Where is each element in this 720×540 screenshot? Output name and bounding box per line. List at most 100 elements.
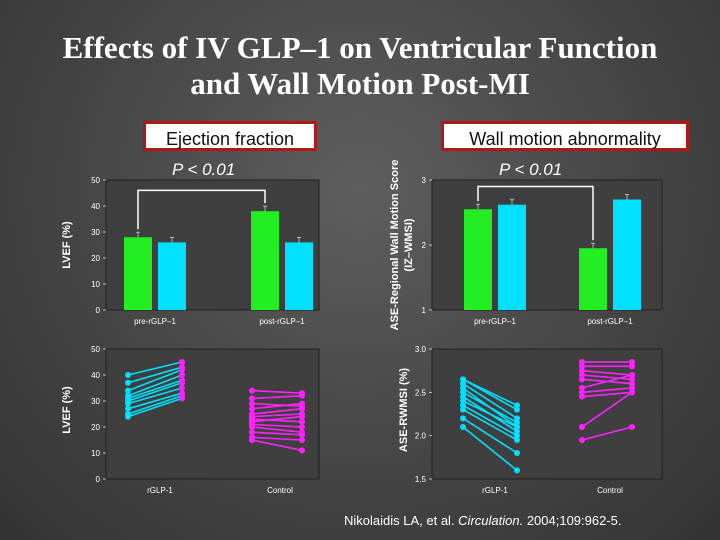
bottom-left-rglp-1-line-2 bbox=[127, 369, 183, 392]
bottom-left-control-point-pre-2 bbox=[249, 400, 255, 407]
bottom-left-control-line-2 bbox=[251, 402, 303, 407]
bottom-left-rglp-1-point-post-0 bbox=[179, 359, 185, 365]
bottom-left-control-point-post-4 bbox=[299, 405, 305, 412]
bottom-right-control-line-7 bbox=[581, 391, 633, 398]
bottom-right-rglp-1-point-post-10 bbox=[514, 467, 520, 474]
bottom-left-rglp-1-point-pre-6 bbox=[125, 400, 131, 407]
bottom-left-rglp-1-line-4 bbox=[127, 379, 183, 400]
p-value-left: P < 0.01 bbox=[172, 160, 236, 179]
top-left-ylabel: LVEF (%) bbox=[61, 221, 73, 269]
bottom-left-ytick-label: 20 bbox=[91, 423, 100, 432]
bottom-right-rglp-1-point-post-9 bbox=[514, 450, 520, 456]
bottom-right-control-point-pre-6 bbox=[579, 389, 585, 396]
bottom-right-control-point-post-3 bbox=[629, 376, 635, 383]
ejection-fraction-banner: Ejection fraction bbox=[143, 121, 317, 151]
bottom-left-control-point-post-11 bbox=[299, 437, 305, 443]
title-line-1: Effects of IV GLP–1 on Ventricular Funct… bbox=[62, 30, 658, 65]
bottom-left-rglp-1-line-3 bbox=[127, 374, 183, 397]
bottom-left-rglp-1-line-9 bbox=[127, 397, 183, 418]
top-right-ytick-label: 3 bbox=[422, 176, 427, 185]
bottom-left-control-line-5 bbox=[251, 413, 303, 418]
bottom-left-control-point-post-10 bbox=[299, 431, 305, 438]
top-left-ytick-label: 30 bbox=[91, 228, 100, 237]
bottom-right-rglp-1-line-7 bbox=[462, 404, 518, 437]
bottom-left-control-point-post-1 bbox=[299, 392, 305, 399]
bottom-right-rglp-1-line-6 bbox=[462, 400, 518, 428]
bottom-right-category-label: Control bbox=[597, 486, 623, 495]
bottom-right-control-point-pre-5 bbox=[579, 385, 585, 391]
bottom-left-rglp-1-line-1 bbox=[127, 366, 183, 384]
bottom-left-rglp-1-line-7 bbox=[127, 392, 183, 410]
bottom-left-control-line-1 bbox=[251, 395, 303, 400]
top-left-ytick-label: 50 bbox=[91, 176, 100, 185]
top-left-bar-rglp-1-0 bbox=[124, 237, 152, 310]
top-right-bar-rglp-1-0 bbox=[464, 209, 492, 310]
top-right-significance-bracket bbox=[477, 185, 594, 241]
bottom-right-control-point-pre-0 bbox=[579, 359, 585, 365]
bottom-left-ytick-label: 0 bbox=[96, 475, 101, 484]
bottom-right-rglp-1-line-9 bbox=[462, 417, 518, 454]
citation: Nikolaidis LA, et al. Circulation. 2004;… bbox=[344, 513, 622, 528]
bottom-right-control-point-post-6 bbox=[629, 385, 635, 391]
bottom-right-control-point-post-4 bbox=[629, 380, 635, 387]
bottom-left-control-line-11 bbox=[251, 436, 303, 441]
bottom-left-control-point-pre-1 bbox=[249, 395, 255, 402]
bottom-right-rglp-1-line-2 bbox=[462, 382, 518, 420]
bottom-left-control-line-0 bbox=[251, 389, 303, 394]
bottom-right-rglp-1-point-pre-8 bbox=[460, 406, 466, 413]
bottom-right-rglp-1-point-post-6 bbox=[514, 424, 520, 430]
bottom-left-plot-area bbox=[105, 348, 320, 480]
top-right-bar-control-0 bbox=[498, 204, 526, 310]
top-right-ylabel: ASE-Regional Wall Motion Score bbox=[389, 160, 401, 331]
citation-journal: Circulation. bbox=[458, 513, 524, 528]
bottom-left-ytick-label: 50 bbox=[91, 345, 100, 354]
top-right-ytick-label: 1 bbox=[422, 306, 427, 315]
bottom-right-control-line-6 bbox=[581, 387, 633, 394]
bottom-right-rglp-1-point-post-0 bbox=[514, 402, 520, 409]
bottom-left-control-point-pre-9 bbox=[249, 424, 255, 430]
top-left-ytick-label: 20 bbox=[91, 254, 100, 263]
top-left-bar-rglp-1-1 bbox=[251, 211, 279, 310]
bottom-left-control-point-post-8 bbox=[299, 424, 305, 430]
top-left-category-label: post-rGLP–1 bbox=[259, 317, 305, 326]
bottom-right-rglp-1-point-pre-3 bbox=[460, 385, 466, 391]
bottom-right-plot-area bbox=[431, 348, 663, 480]
top-left-bar-control-0 bbox=[158, 242, 186, 310]
bottom-left-control-line-10 bbox=[251, 431, 303, 436]
bottom-right-ytick-label: 2.5 bbox=[415, 388, 427, 397]
bottom-left-control-line-3 bbox=[251, 402, 303, 410]
bottom-left-ytick-label: 30 bbox=[91, 397, 100, 406]
bottom-left-category-label: rGLP-1 bbox=[147, 486, 173, 495]
bottom-right-control-line-9 bbox=[581, 426, 633, 441]
bottom-left-control-point-pre-3 bbox=[249, 405, 255, 412]
bottom-right-control-point-post-1 bbox=[629, 363, 635, 370]
bottom-right-rglp-1-point-pre-9 bbox=[460, 415, 466, 422]
wall-motion-banner: Wall motion abnormality bbox=[441, 121, 689, 151]
bottom-left-rglp-1-point-pre-1 bbox=[125, 379, 131, 386]
bottom-right-rglp-1-point-post-1 bbox=[514, 406, 520, 413]
bottom-right-control-line-3 bbox=[581, 374, 633, 381]
top-right-bar-rglp-1-1 bbox=[579, 248, 607, 310]
bottom-right-rglp-1-point-post-8 bbox=[514, 437, 520, 443]
bottom-left-control-point-post-3 bbox=[299, 400, 305, 407]
bottom-right-rglp-1-point-pre-6 bbox=[460, 398, 466, 404]
bottom-left-rglp-1-line-8 bbox=[127, 395, 183, 415]
bottom-right-rglp-1-line-10 bbox=[462, 426, 518, 471]
top-right-ylabel-2: (IZ–WMSI) bbox=[403, 218, 415, 271]
bottom-left-control-point-pre-0 bbox=[249, 387, 255, 394]
bottom-right-ytick-label: 2.0 bbox=[415, 432, 427, 441]
bottom-left-control-line-9 bbox=[251, 426, 303, 433]
top-left-ytick-label: 40 bbox=[91, 202, 100, 211]
top-left-category-label: pre-rGLP–1 bbox=[134, 317, 176, 326]
bottom-left-control-point-post-6 bbox=[299, 418, 305, 425]
bottom-left-control-line-12 bbox=[251, 439, 303, 452]
bottom-right-rglp-1-point-pre-10 bbox=[460, 424, 466, 430]
bottom-left-ylabel: LVEF (%) bbox=[61, 386, 73, 434]
bottom-right-control-point-post-5 bbox=[629, 372, 635, 378]
bottom-left-rglp-1-point-pre-2 bbox=[125, 387, 131, 394]
bottom-left-rglp-1-point-post-5 bbox=[179, 379, 185, 386]
bottom-left-rglp-1-point-post-2 bbox=[179, 366, 185, 373]
bottom-left-rglp-1-point-pre-0 bbox=[125, 372, 131, 378]
bottom-right-rglp-1-point-post-4 bbox=[514, 419, 520, 426]
